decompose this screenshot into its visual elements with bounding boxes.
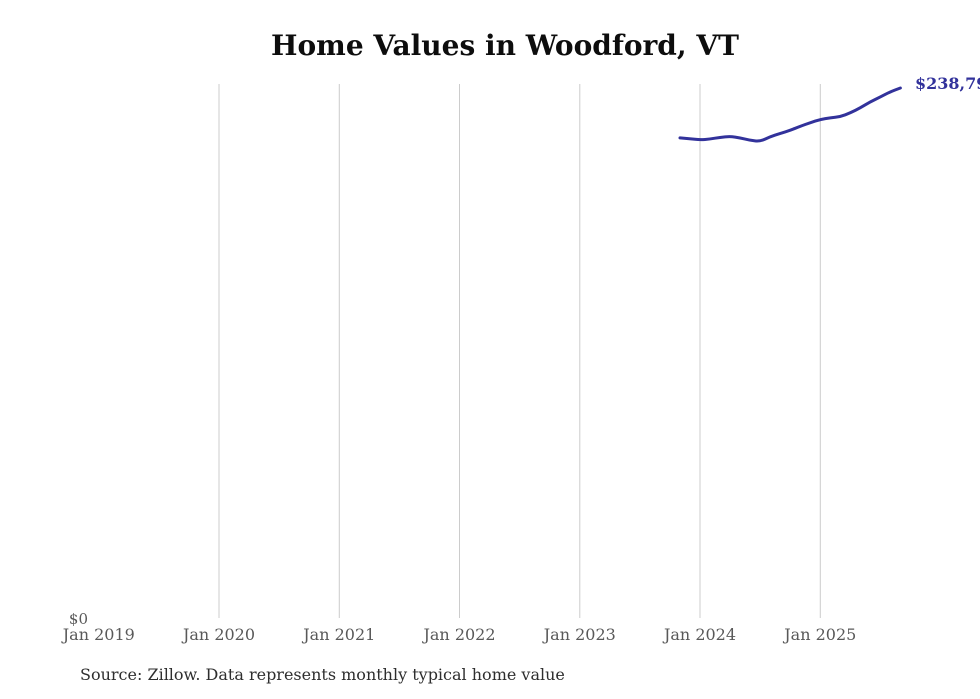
x-tick-jan-2019: Jan 2019	[62, 625, 135, 644]
x-tick-jan-2020: Jan 2020	[182, 625, 256, 644]
x-tick-jan-2023: Jan 2023	[543, 625, 616, 644]
series-line	[678, 86, 902, 143]
chart-title: Home Values in Woodford, VT	[271, 29, 739, 62]
y-axis-zero-label: $0	[68, 610, 88, 628]
series-end-value-label: $238,799	[915, 74, 980, 93]
source-note: Source: Zillow. Data represents monthly …	[80, 665, 565, 684]
gridlines-group	[218, 84, 821, 618]
x-tick-jan-2025: Jan 2025	[784, 625, 857, 644]
x-tick-jan-2022: Jan 2022	[423, 625, 496, 644]
x-tick-jan-2021: Jan 2021	[303, 625, 376, 644]
x-tick-jan-2024: Jan 2024	[663, 625, 737, 644]
